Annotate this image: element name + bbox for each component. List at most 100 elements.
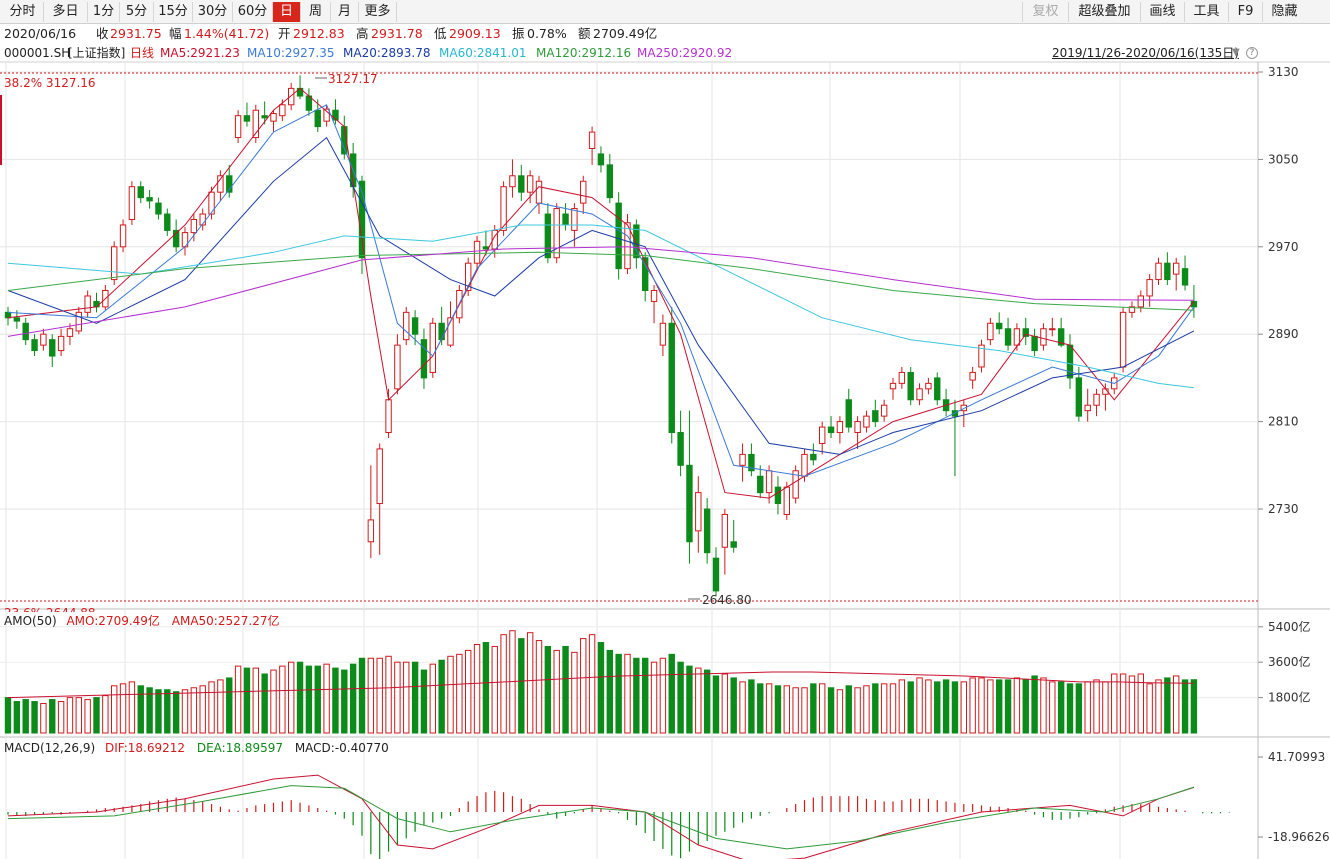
amo-bar-36 [323,663,330,734]
amo-bar-34 [305,665,313,734]
amo-bar-67 [597,642,605,734]
candle-body-70 [624,222,631,270]
candle-body-28 [252,109,260,139]
amo-bar-19 [172,691,180,734]
candle-body-120 [1066,344,1074,379]
macd-title: MACD(12,26,9) [4,741,96,755]
candle-body-92 [819,426,826,444]
amo-bar-97 [863,685,870,734]
candle-body-115 [1022,328,1029,337]
amo-bar-83 [739,681,746,734]
amo-bar-75 [668,653,675,734]
tool-button-3[interactable]: 画线 [1140,2,1184,22]
amo-bar-109 [969,677,976,734]
tab-10[interactable]: 月 [331,2,359,22]
amo-bar-68 [606,649,613,734]
tab-11[interactable]: 更多 [359,2,397,22]
ytick-label-2: 2970 [1268,240,1299,254]
tab-2[interactable]: 多日 [44,2,88,22]
amo-bar-134 [1190,679,1198,734]
amo-bar-6 [57,701,65,734]
amo-bar-92 [819,683,826,734]
amo-bar-11 [102,695,109,734]
amo-bar-120 [1066,683,1074,734]
amo-bar-55 [491,645,498,734]
ma10-line [7,104,1195,477]
candle-body-13 [119,224,127,248]
candle-body-93 [827,426,835,434]
candle-body-130 [1155,262,1162,281]
amo-bar-14 [128,681,136,734]
candle-body-1 [13,317,21,322]
candle-body-95 [845,399,852,428]
ma5-legend: MA5:2921.23 [160,46,240,60]
candle-body-94 [836,421,844,434]
tab-3[interactable]: 1分 [88,2,120,22]
amo-bar-77 [686,665,693,734]
candle-body-91 [810,453,817,461]
candle-body-51 [456,290,463,319]
candle-body-84 [748,453,755,472]
amo-ytick-label-2: 1800亿 [1268,690,1311,705]
tab-8[interactable]: 日 [273,2,301,22]
tab-7[interactable]: 60分 [233,2,273,22]
candle-body-53 [473,240,481,264]
amo-bar-63 [562,645,569,734]
dif-line [7,774,1195,859]
candle-body-76 [677,432,684,466]
tool-button-1[interactable]: 复权 [1022,2,1068,22]
candle-body-55 [491,229,498,250]
candle-body-66 [588,131,596,149]
help-icon[interactable]: ? [1246,47,1258,59]
amo-bar-95 [845,685,852,734]
candle-body-29 [261,115,268,119]
macd-value: MACD:-0.40770 [294,741,389,755]
high-marker: 3127.17 [328,72,378,86]
candle-body-39 [349,153,357,188]
amo-value: AMO:2709.49亿 [66,614,160,628]
amo-bar-27 [243,667,251,734]
candle-body-48 [429,322,437,373]
candle-body-4 [40,333,47,346]
candle-body-121 [1075,377,1083,417]
tool-button-5[interactable]: F9 [1228,2,1262,22]
amo-bar-100 [889,683,897,734]
candle-body-109 [969,371,976,381]
candle-body-103 [916,388,923,401]
amo-bar-54 [482,642,490,734]
candle-body-104 [925,382,932,390]
tab-1[interactable]: 分时 [2,2,44,22]
date-range[interactable]: 2019/11/26-2020/06/16(135日) [1052,46,1239,60]
candle-body-75 [668,322,675,434]
candle-body-132 [1173,262,1180,275]
amo-bar-124 [1102,681,1109,734]
tool-button-6[interactable]: 隐藏 [1262,2,1306,22]
amo-bar-93 [827,687,835,734]
candle-body-64 [571,208,578,231]
amo-bar-45 [403,661,410,734]
amo-bar-46 [411,661,419,734]
ma-legend-bar: 000001.SH [上证指数] 日线 MA5:2921.23 MA10:292… [0,44,1330,62]
candle-body-127 [1128,306,1136,313]
amo-bar-16 [146,687,153,734]
candle-body-122 [1084,404,1091,412]
open-label: 开 [278,26,291,41]
amo-bar-40 [358,657,366,734]
candle-body-133 [1181,268,1189,286]
tab-9[interactable]: 周 [301,2,331,22]
amo-bar-29 [261,673,268,734]
candle-body-38 [341,126,348,155]
amo-bar-31 [279,665,286,734]
tab-5[interactable]: 15分 [154,2,193,22]
amo-bar-96 [854,687,861,734]
amo-bar-131 [1164,677,1171,734]
dea-line [7,785,1195,850]
amo-bar-59 [526,632,534,734]
tab-6[interactable]: 30分 [193,2,233,22]
tab-4[interactable]: 5分 [120,2,154,22]
candle-body-119 [1057,328,1065,346]
amo-bar-133 [1181,679,1189,734]
range-dropdown-icon[interactable]: ▼ [1232,47,1240,58]
tool-button-2[interactable]: 超级叠加 [1068,2,1140,22]
tool-button-4[interactable]: 工具 [1184,2,1228,22]
